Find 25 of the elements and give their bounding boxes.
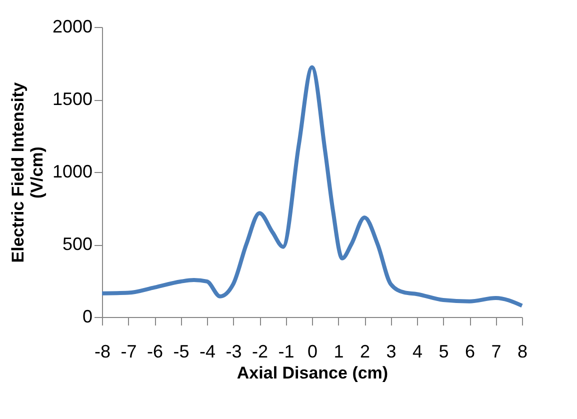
y-tick-label: 0	[82, 306, 92, 326]
x-tick-label: -3	[226, 342, 242, 362]
x-tick-label: 5	[438, 342, 449, 362]
x-tick-label: 1	[334, 342, 344, 362]
y-tick-label: 1500	[52, 89, 92, 109]
x-tick-label: -2	[252, 342, 268, 362]
x-tick-label: 7	[491, 342, 502, 362]
x-tick-label: -7	[120, 342, 137, 362]
x-tick-label: -4	[199, 342, 216, 362]
y-tick-label: 2000	[52, 16, 92, 36]
x-tick-label: -6	[146, 342, 164, 362]
x-tick-label: 0	[307, 342, 318, 362]
x-tick-label: 2	[360, 342, 370, 362]
y-axis-title: Electric Field Intensity (V/cm)	[8, 82, 46, 263]
x-tick-label: 4	[412, 342, 423, 362]
x-tick-label: 3	[386, 342, 396, 362]
y-tick-label: 1000	[52, 162, 92, 182]
x-tick-label: 6	[464, 342, 476, 362]
x-axis-title: Axial Disance (cm)	[236, 364, 388, 382]
x-tick-label: -5	[173, 342, 190, 362]
x-tick-label: -1	[278, 342, 294, 362]
y-tick-label: 500	[62, 234, 92, 254]
x-tick-label: -8	[94, 342, 111, 362]
line-series	[100, 65, 524, 308]
x-tick-label: 8	[517, 342, 528, 362]
